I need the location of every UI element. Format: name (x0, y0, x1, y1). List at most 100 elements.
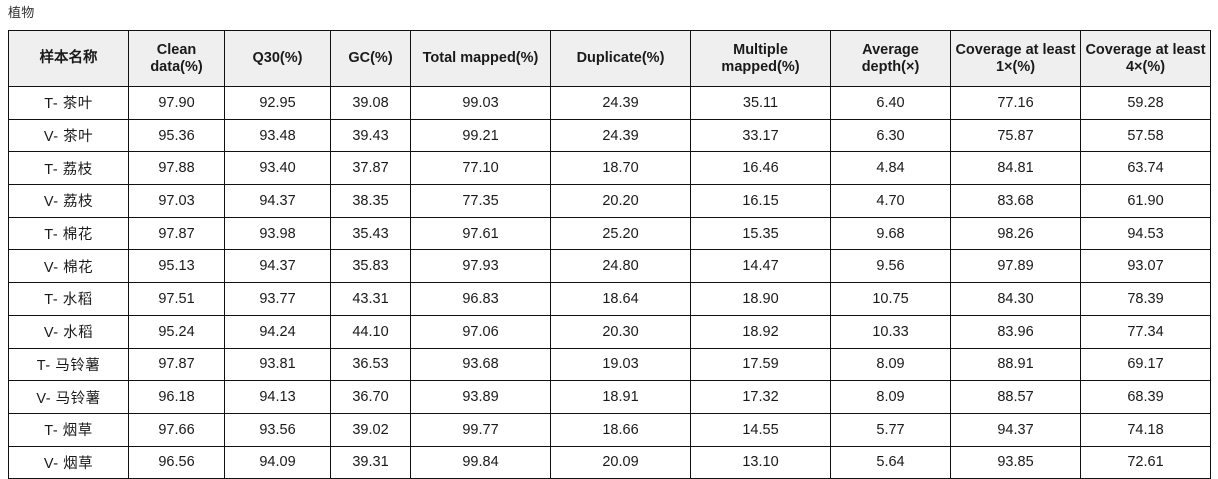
cell-sample-name: V- 荔枝 (8, 184, 129, 218)
cell-sample-name: T- 棉花 (8, 216, 129, 251)
column-header-duplicate: Duplicate(%) (550, 30, 691, 87)
sequencing-stats-table: 样本名称 Clean data(%) Q30(%) GC(%) Total ma… (8, 30, 1211, 479)
cell-sample-name: V- 水稻 (8, 314, 129, 349)
sequencing-stats-table-wrapper: 样本名称 Clean data(%) Q30(%) GC(%) Total ma… (8, 30, 1211, 479)
cell-gc: 39.08 (330, 86, 411, 120)
column-header-multiple-mapped: Multiple mapped(%) (690, 30, 831, 87)
cell-clean-data: 97.88 (128, 151, 225, 186)
cell-clean-data: 96.56 (128, 445, 225, 479)
cell-coverage-1x: 83.68 (950, 184, 1081, 218)
cell-coverage-1x: 83.96 (950, 314, 1081, 349)
cell-gc: 36.70 (330, 380, 411, 414)
cell-coverage-4x: 63.74 (1080, 151, 1211, 186)
cell-gc: 39.02 (330, 412, 411, 447)
cell-duplicate: 24.39 (550, 86, 691, 120)
cell-duplicate: 18.64 (550, 282, 691, 316)
cell-average-depth: 4.84 (830, 151, 951, 186)
cell-coverage-1x: 88.91 (950, 347, 1081, 382)
cell-total-mapped: 77.35 (410, 184, 551, 218)
table-row: T- 水稻 97.51 93.77 43.31 96.83 18.64 18.90 10.75… (8, 282, 1211, 316)
cell-coverage-4x: 77.34 (1080, 314, 1211, 349)
cell-duplicate: 18.70 (550, 151, 691, 186)
cell-total-mapped: 93.68 (410, 347, 551, 382)
cell-duplicate: 19.03 (550, 347, 691, 382)
cell-multiple-mapped: 18.90 (690, 282, 831, 316)
cell-sample-name: V- 茶叶 (8, 118, 129, 153)
cell-q30: 94.37 (224, 249, 331, 284)
cell-gc: 43.31 (330, 282, 411, 316)
cell-coverage-1x: 94.37 (950, 412, 1081, 447)
table-row: T- 马铃薯 97.87 93.81 36.53 93.68 19.03 17.59 8.09… (8, 347, 1211, 382)
cell-coverage-4x: 59.28 (1080, 86, 1211, 120)
cell-duplicate: 20.20 (550, 184, 691, 218)
cell-average-depth: 9.68 (830, 216, 951, 251)
cell-sample-name: T- 烟草 (8, 412, 129, 447)
cell-sample-name: V- 马铃薯 (8, 380, 129, 414)
table-row: V- 荔枝 97.03 94.37 38.35 77.35 20.20 16.15 4.70 8… (8, 184, 1211, 218)
cell-sample-name: V- 棉花 (8, 249, 129, 284)
column-header-coverage-4x: Coverage at least 4×(%) (1080, 30, 1211, 87)
cell-average-depth: 10.75 (830, 282, 951, 316)
cell-coverage-4x: 94.53 (1080, 216, 1211, 251)
cell-coverage-1x: 97.89 (950, 249, 1081, 284)
cell-sample-name: V- 烟草 (8, 445, 129, 479)
cell-average-depth: 4.70 (830, 184, 951, 218)
column-header-clean-data: Clean data(%) (128, 30, 225, 87)
cell-multiple-mapped: 14.47 (690, 249, 831, 284)
cell-total-mapped: 97.93 (410, 249, 551, 284)
table-row: V- 水稻 95.24 94.24 44.10 97.06 20.30 18.92 10.33… (8, 314, 1211, 349)
cell-average-depth: 6.30 (830, 118, 951, 153)
table-caption: 植物 (8, 5, 35, 20)
cell-total-mapped: 99.03 (410, 86, 551, 120)
cell-sample-name: T- 马铃薯 (8, 347, 129, 382)
table-row: V- 烟草 96.56 94.09 39.31 99.84 20.09 13.10 5.64 9… (8, 445, 1211, 479)
cell-average-depth: 5.77 (830, 412, 951, 447)
table-row: V- 茶叶 95.36 93.48 39.43 99.21 24.39 33.17 6.30 7… (8, 118, 1211, 153)
cell-coverage-4x: 78.39 (1080, 282, 1211, 316)
cell-multiple-mapped: 35.11 (690, 86, 831, 120)
cell-clean-data: 97.90 (128, 86, 225, 120)
table-body: T- 茶叶 97.90 92.95 39.08 99.03 24.39 35.11 6.40 7… (8, 86, 1211, 479)
cell-clean-data: 97.03 (128, 184, 225, 218)
table-header-row: 样本名称 Clean data(%) Q30(%) GC(%) Total ma… (8, 30, 1211, 87)
cell-sample-name: T- 荔枝 (8, 151, 129, 186)
cell-q30: 94.24 (224, 314, 331, 349)
cell-multiple-mapped: 14.55 (690, 412, 831, 447)
cell-total-mapped: 97.61 (410, 216, 551, 251)
cell-q30: 94.09 (224, 445, 331, 479)
cell-coverage-1x: 84.30 (950, 282, 1081, 316)
cell-duplicate: 18.91 (550, 380, 691, 414)
cell-q30: 93.77 (224, 282, 331, 316)
column-header-average-depth: Average depth(×) (830, 30, 951, 87)
cell-multiple-mapped: 33.17 (690, 118, 831, 153)
column-header-q30: Q30(%) (224, 30, 331, 87)
table-header: 样本名称 Clean data(%) Q30(%) GC(%) Total ma… (8, 30, 1211, 87)
cell-duplicate: 18.66 (550, 412, 691, 447)
cell-total-mapped: 99.77 (410, 412, 551, 447)
cell-average-depth: 10.33 (830, 314, 951, 349)
cell-multiple-mapped: 17.59 (690, 347, 831, 382)
cell-coverage-1x: 88.57 (950, 380, 1081, 414)
cell-multiple-mapped: 13.10 (690, 445, 831, 479)
cell-sample-name: T- 水稻 (8, 282, 129, 316)
cell-clean-data: 97.66 (128, 412, 225, 447)
cell-multiple-mapped: 17.32 (690, 380, 831, 414)
cell-gc: 35.43 (330, 216, 411, 251)
cell-coverage-4x: 68.39 (1080, 380, 1211, 414)
cell-multiple-mapped: 18.92 (690, 314, 831, 349)
cell-clean-data: 96.18 (128, 380, 225, 414)
table-row: V- 棉花 95.13 94.37 35.83 97.93 24.80 14.47 9.56 9… (8, 249, 1211, 284)
cell-q30: 93.40 (224, 151, 331, 186)
cell-total-mapped: 99.84 (410, 445, 551, 479)
cell-multiple-mapped: 16.46 (690, 151, 831, 186)
cell-q30: 93.81 (224, 347, 331, 382)
cell-average-depth: 5.64 (830, 445, 951, 479)
table-row: T- 荔枝 97.88 93.40 37.87 77.10 18.70 16.46 4.84 8… (8, 151, 1211, 186)
cell-coverage-4x: 74.18 (1080, 412, 1211, 447)
cell-average-depth: 6.40 (830, 86, 951, 120)
cell-duplicate: 20.30 (550, 314, 691, 349)
cell-gc: 36.53 (330, 347, 411, 382)
cell-clean-data: 97.87 (128, 216, 225, 251)
cell-multiple-mapped: 16.15 (690, 184, 831, 218)
